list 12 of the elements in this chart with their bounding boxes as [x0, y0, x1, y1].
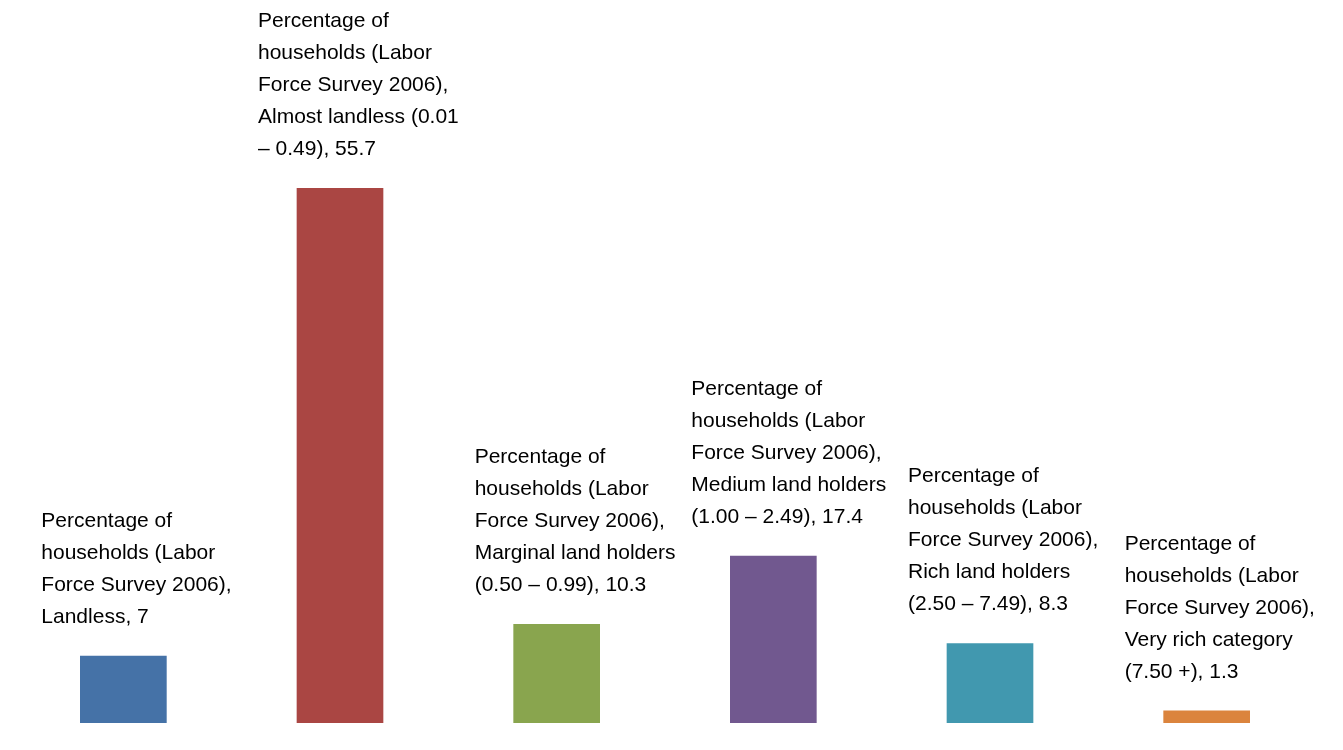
- bar: [80, 655, 167, 723]
- bar: [730, 555, 817, 723]
- data-label: Percentage of households (Labor Force Survey 2006), Medium land holders (1.00 – 2.49), 17.4: [691, 375, 887, 527]
- bar: [296, 188, 384, 723]
- bar: [1163, 710, 1250, 723]
- data-label: Percentage of households (Labor Force Survey 2006), Rich land holders (2.50 – 7.49), 8.3: [908, 463, 1099, 615]
- data-label: Percentage of households (Labor Force Survey 2006), Landless, 7: [41, 507, 232, 627]
- bar: [513, 624, 600, 723]
- bar: [946, 643, 1034, 723]
- data-label: Percentage of households (Labor Force Survey 2006), Almost landless (0.01 – 0.49), 55.7: [258, 8, 459, 159]
- data-label: Percentage of households (Labor Force Survey 2006), Very rich category (7.50 +), 1.3: [1124, 530, 1315, 682]
- data-label: Percentage of households (Labor Force Survey 2006), Marginal land holders (0.50 – 0.99), 10.3: [474, 444, 676, 596]
